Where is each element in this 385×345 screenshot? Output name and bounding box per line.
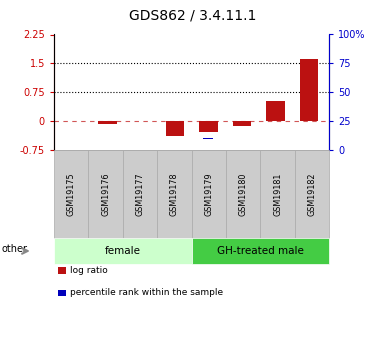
Text: female: female <box>105 246 141 256</box>
Bar <box>266 101 285 121</box>
Text: GH-treated male: GH-treated male <box>217 246 304 256</box>
Text: GSM19182: GSM19182 <box>308 172 316 216</box>
Text: GSM19176: GSM19176 <box>101 172 110 216</box>
Bar <box>300 59 318 121</box>
Bar <box>199 121 218 132</box>
Text: log ratio: log ratio <box>70 266 108 275</box>
Text: GSM19179: GSM19179 <box>204 172 213 216</box>
Text: GSM19180: GSM19180 <box>239 172 248 216</box>
Text: other: other <box>2 244 28 254</box>
Text: GDS862 / 3.4.11.1: GDS862 / 3.4.11.1 <box>129 9 256 23</box>
Bar <box>233 121 251 126</box>
Bar <box>99 121 117 124</box>
Text: GSM19181: GSM19181 <box>273 172 282 216</box>
Bar <box>166 121 184 136</box>
Text: GSM19178: GSM19178 <box>170 172 179 216</box>
Text: GSM19175: GSM19175 <box>67 172 75 216</box>
Text: GSM19177: GSM19177 <box>136 172 144 216</box>
Text: percentile rank within the sample: percentile rank within the sample <box>70 288 223 297</box>
